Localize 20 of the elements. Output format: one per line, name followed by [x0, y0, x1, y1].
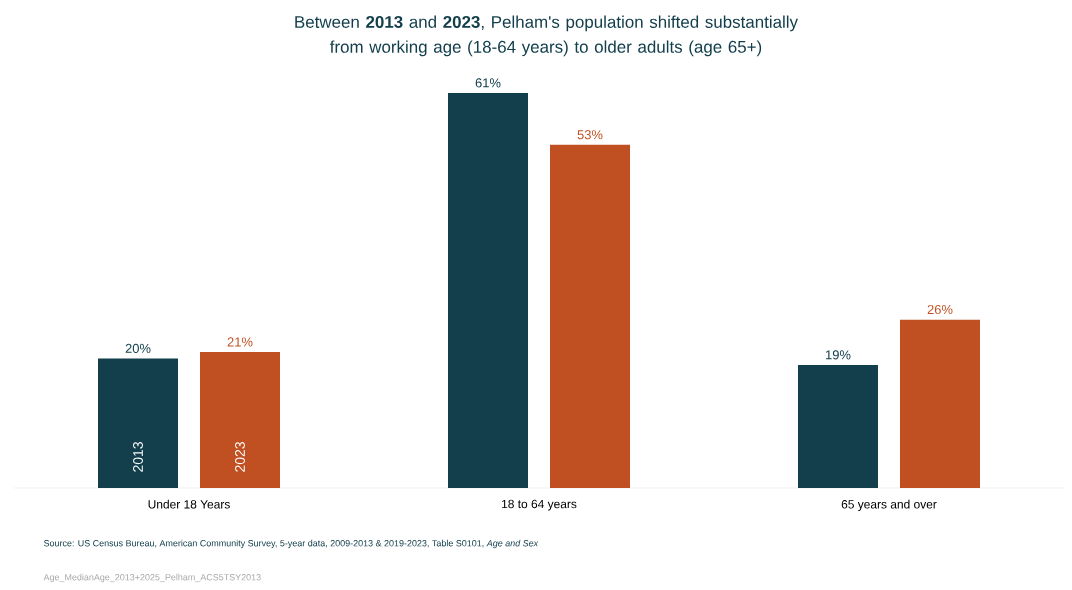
chart-title: Between 2013 and 2023, Pelham's population shifted substantially from working age (18-64 years) to older adults (age 65+) — [295, 15, 798, 57]
data-label: 53% — [577, 130, 603, 140]
source-note: Source: US Census Bureau, American Community Survey, 5-year data, 2009-2013 & 2019-2023, Table S0101, Age and Sex — [43, 539, 539, 549]
bar — [797, 364, 878, 488]
bar — [448, 92, 528, 488]
x-tick-label: Under 18 Years — [148, 499, 230, 509]
bar — [200, 352, 281, 488]
data-label: 21% — [227, 337, 253, 347]
data-label: 19% — [826, 350, 851, 360]
data-label: 26% — [927, 304, 953, 315]
series-label: 2013 — [133, 442, 143, 472]
data-label: 20% — [125, 343, 151, 353]
series-label: 2023 — [235, 442, 245, 472]
bar — [899, 319, 980, 488]
bar — [550, 144, 630, 488]
x-tick-label: 18 to 64 years — [502, 499, 577, 511]
bar — [98, 358, 178, 488]
x-tick-label: 65 years and over — [841, 499, 937, 511]
data-label: 61% — [475, 78, 501, 88]
text: Age_MedianAge_2013+2025_Pelham_ACS5TSY2013 — [43, 573, 261, 583]
